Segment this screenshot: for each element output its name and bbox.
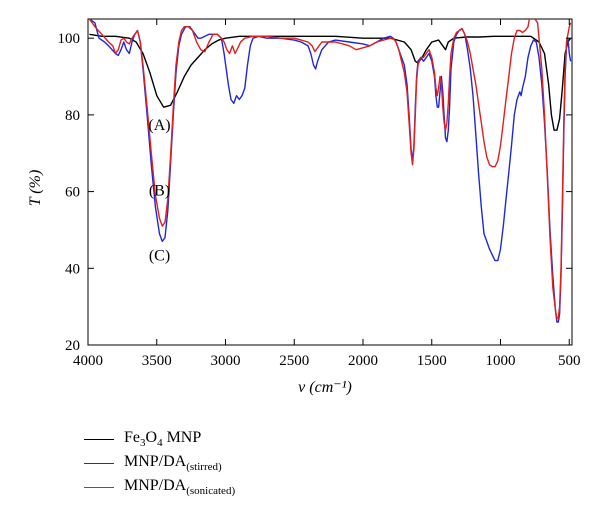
y-axis-title: T (%) [27, 170, 44, 207]
y-axis: 20 40 60 80 100 [58, 31, 572, 354]
series-layer [88, 19, 572, 323]
y-tick-label: 80 [65, 108, 80, 124]
y-tick-label: 40 [65, 261, 80, 277]
legend-item-fe3o4: Fe3O4 MNP [84, 427, 235, 451]
x-tick-label: 2500 [279, 353, 309, 369]
plot-frame [87, 18, 573, 346]
x-tick-label: 2000 [348, 353, 378, 369]
annotation-label: (A) [148, 117, 170, 134]
chart-svg: 4000 3500 3000 2500 2000 1500 1000 500 20 40 60 80… [27, 18, 581, 396]
legend-label-fe3o4: Fe3O4 MNP [124, 428, 202, 450]
x-axis: 4000 3500 3000 2500 2000 1500 1000 500 [73, 19, 581, 369]
annotations: (A) (B) (C) [148, 117, 170, 264]
legend-swatch-fe3o4 [84, 438, 114, 440]
legend-swatch-sonicated [84, 486, 114, 488]
x-axis-title: ν (cm⁻¹) [298, 379, 352, 396]
x-tick-label: 1000 [486, 353, 516, 369]
x-tick-label: 4000 [73, 353, 103, 369]
series-mnp-da-stirred [89, 19, 572, 323]
y-tick-label: 60 [65, 185, 80, 201]
annotation-label: (C) [149, 248, 170, 265]
y-tick-label: 20 [65, 338, 80, 354]
x-tick-label: 500 [558, 353, 581, 369]
legend-item-stirred: MNP/DA(stirred) [84, 451, 235, 475]
x-tick-label: 3000 [211, 353, 241, 369]
annotation-label: (B) [149, 182, 170, 199]
legend: Fe3O4 MNP MNP/DA(stirred) MNP/DA(sonicat… [84, 427, 235, 499]
y-tick-label: 100 [58, 31, 81, 47]
legend-label-stirred: MNP/DA(stirred) [124, 452, 222, 474]
x-tick-label: 3500 [142, 353, 172, 369]
legend-item-sonicated: MNP/DA(sonicated) [84, 475, 235, 499]
x-tick-label: 1500 [417, 353, 447, 369]
legend-swatch-stirred [84, 462, 114, 464]
series-fe3o4-mnp [89, 33, 572, 131]
series-mnp-da-sonicated [88, 19, 572, 319]
legend-label-sonicated: MNP/DA(sonicated) [124, 476, 236, 498]
